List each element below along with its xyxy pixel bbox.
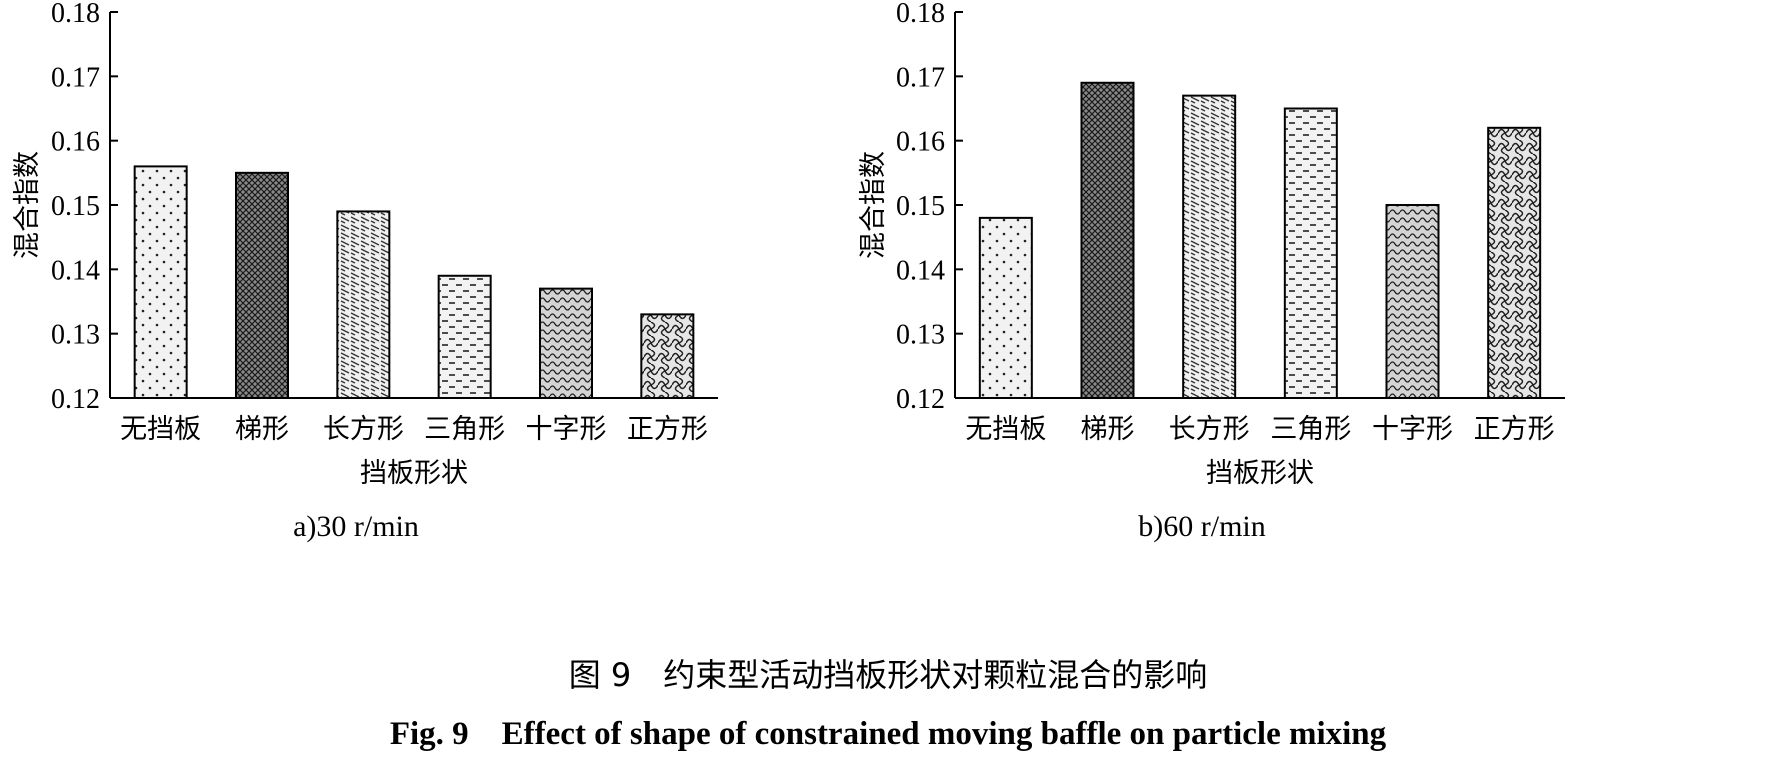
y-tick-label: 0.12 (896, 384, 945, 415)
bar-6 (640, 313, 695, 399)
bar-3 (1182, 94, 1237, 399)
y-tick-label: 0.14 (896, 255, 945, 286)
y-axis-label: 混合指数 (858, 151, 889, 259)
bar-1 (133, 165, 188, 399)
bar-3 (336, 210, 391, 399)
y-tick-label: 0.15 (51, 191, 100, 222)
x-tick-label: 长方形 (323, 414, 404, 445)
x-tick-label: 十字形 (1372, 414, 1453, 445)
bar-5 (1385, 204, 1440, 399)
x-tick-label: 正方形 (627, 414, 708, 445)
y-tick-label: 0.16 (896, 127, 945, 158)
x-tick-label: 无挡板 (965, 414, 1046, 445)
y-tick-label: 0.18 (896, 0, 945, 29)
y-tick-label: 0.13 (896, 320, 945, 351)
x-tick-label: 三角形 (424, 414, 505, 445)
bar-1 (978, 216, 1033, 399)
y-tick-label: 0.14 (51, 255, 100, 286)
x-tick-label: 十字形 (526, 414, 607, 445)
chart-a-30rpm: 无挡板 梯形 长方形 三角形 十字形 正方形 0.12 0.13 0.14 0.15 0.16 0.1… (12, 0, 718, 543)
y-axis-label: 混合指数 (12, 151, 43, 259)
bar-5 (539, 287, 593, 399)
chart-b-60rpm: 无挡板 梯形 长方形 三角形 十字形 正方形 0.12 0.13 0.14 0.15 0.16 0.1… (858, 0, 1565, 543)
x-tick-label: 三角形 (1270, 414, 1351, 445)
x-axis-label: 挡板形状 (1206, 458, 1314, 489)
y-tick-label: 0.15 (896, 191, 945, 222)
x-tick-label: 长方形 (1169, 414, 1250, 445)
y-tick-label: 0.18 (51, 0, 100, 29)
x-tick-label: 无挡板 (120, 414, 201, 445)
y-tick-label: 0.13 (51, 320, 100, 351)
bar-2 (1080, 81, 1135, 400)
subplot-caption: a)30 r/min (293, 510, 419, 543)
x-tick-label: 梯形 (235, 414, 289, 445)
x-tick-label: 梯形 (1081, 414, 1135, 445)
y-tick-label: 0.12 (51, 384, 100, 415)
x-axis-label: 挡板形状 (360, 458, 468, 489)
y-tick-label: 0.17 (51, 62, 100, 93)
bar-6 (1487, 126, 1542, 400)
y-tick-label: 0.16 (51, 127, 100, 158)
x-tick-label: 正方形 (1474, 414, 1555, 445)
bar-2 (235, 171, 289, 399)
bar-4 (1283, 107, 1338, 399)
subplot-caption: b)60 r/min (1138, 510, 1266, 543)
bar-4 (437, 274, 492, 399)
y-tick-label: 0.17 (896, 62, 945, 93)
figure-caption-english: Fig. 9 Effect of shape of constrained mo… (389, 716, 1387, 752)
figure-caption-chinese: 图 9 约束型活动挡板形状对颗粒混合的影响 (568, 656, 1208, 694)
